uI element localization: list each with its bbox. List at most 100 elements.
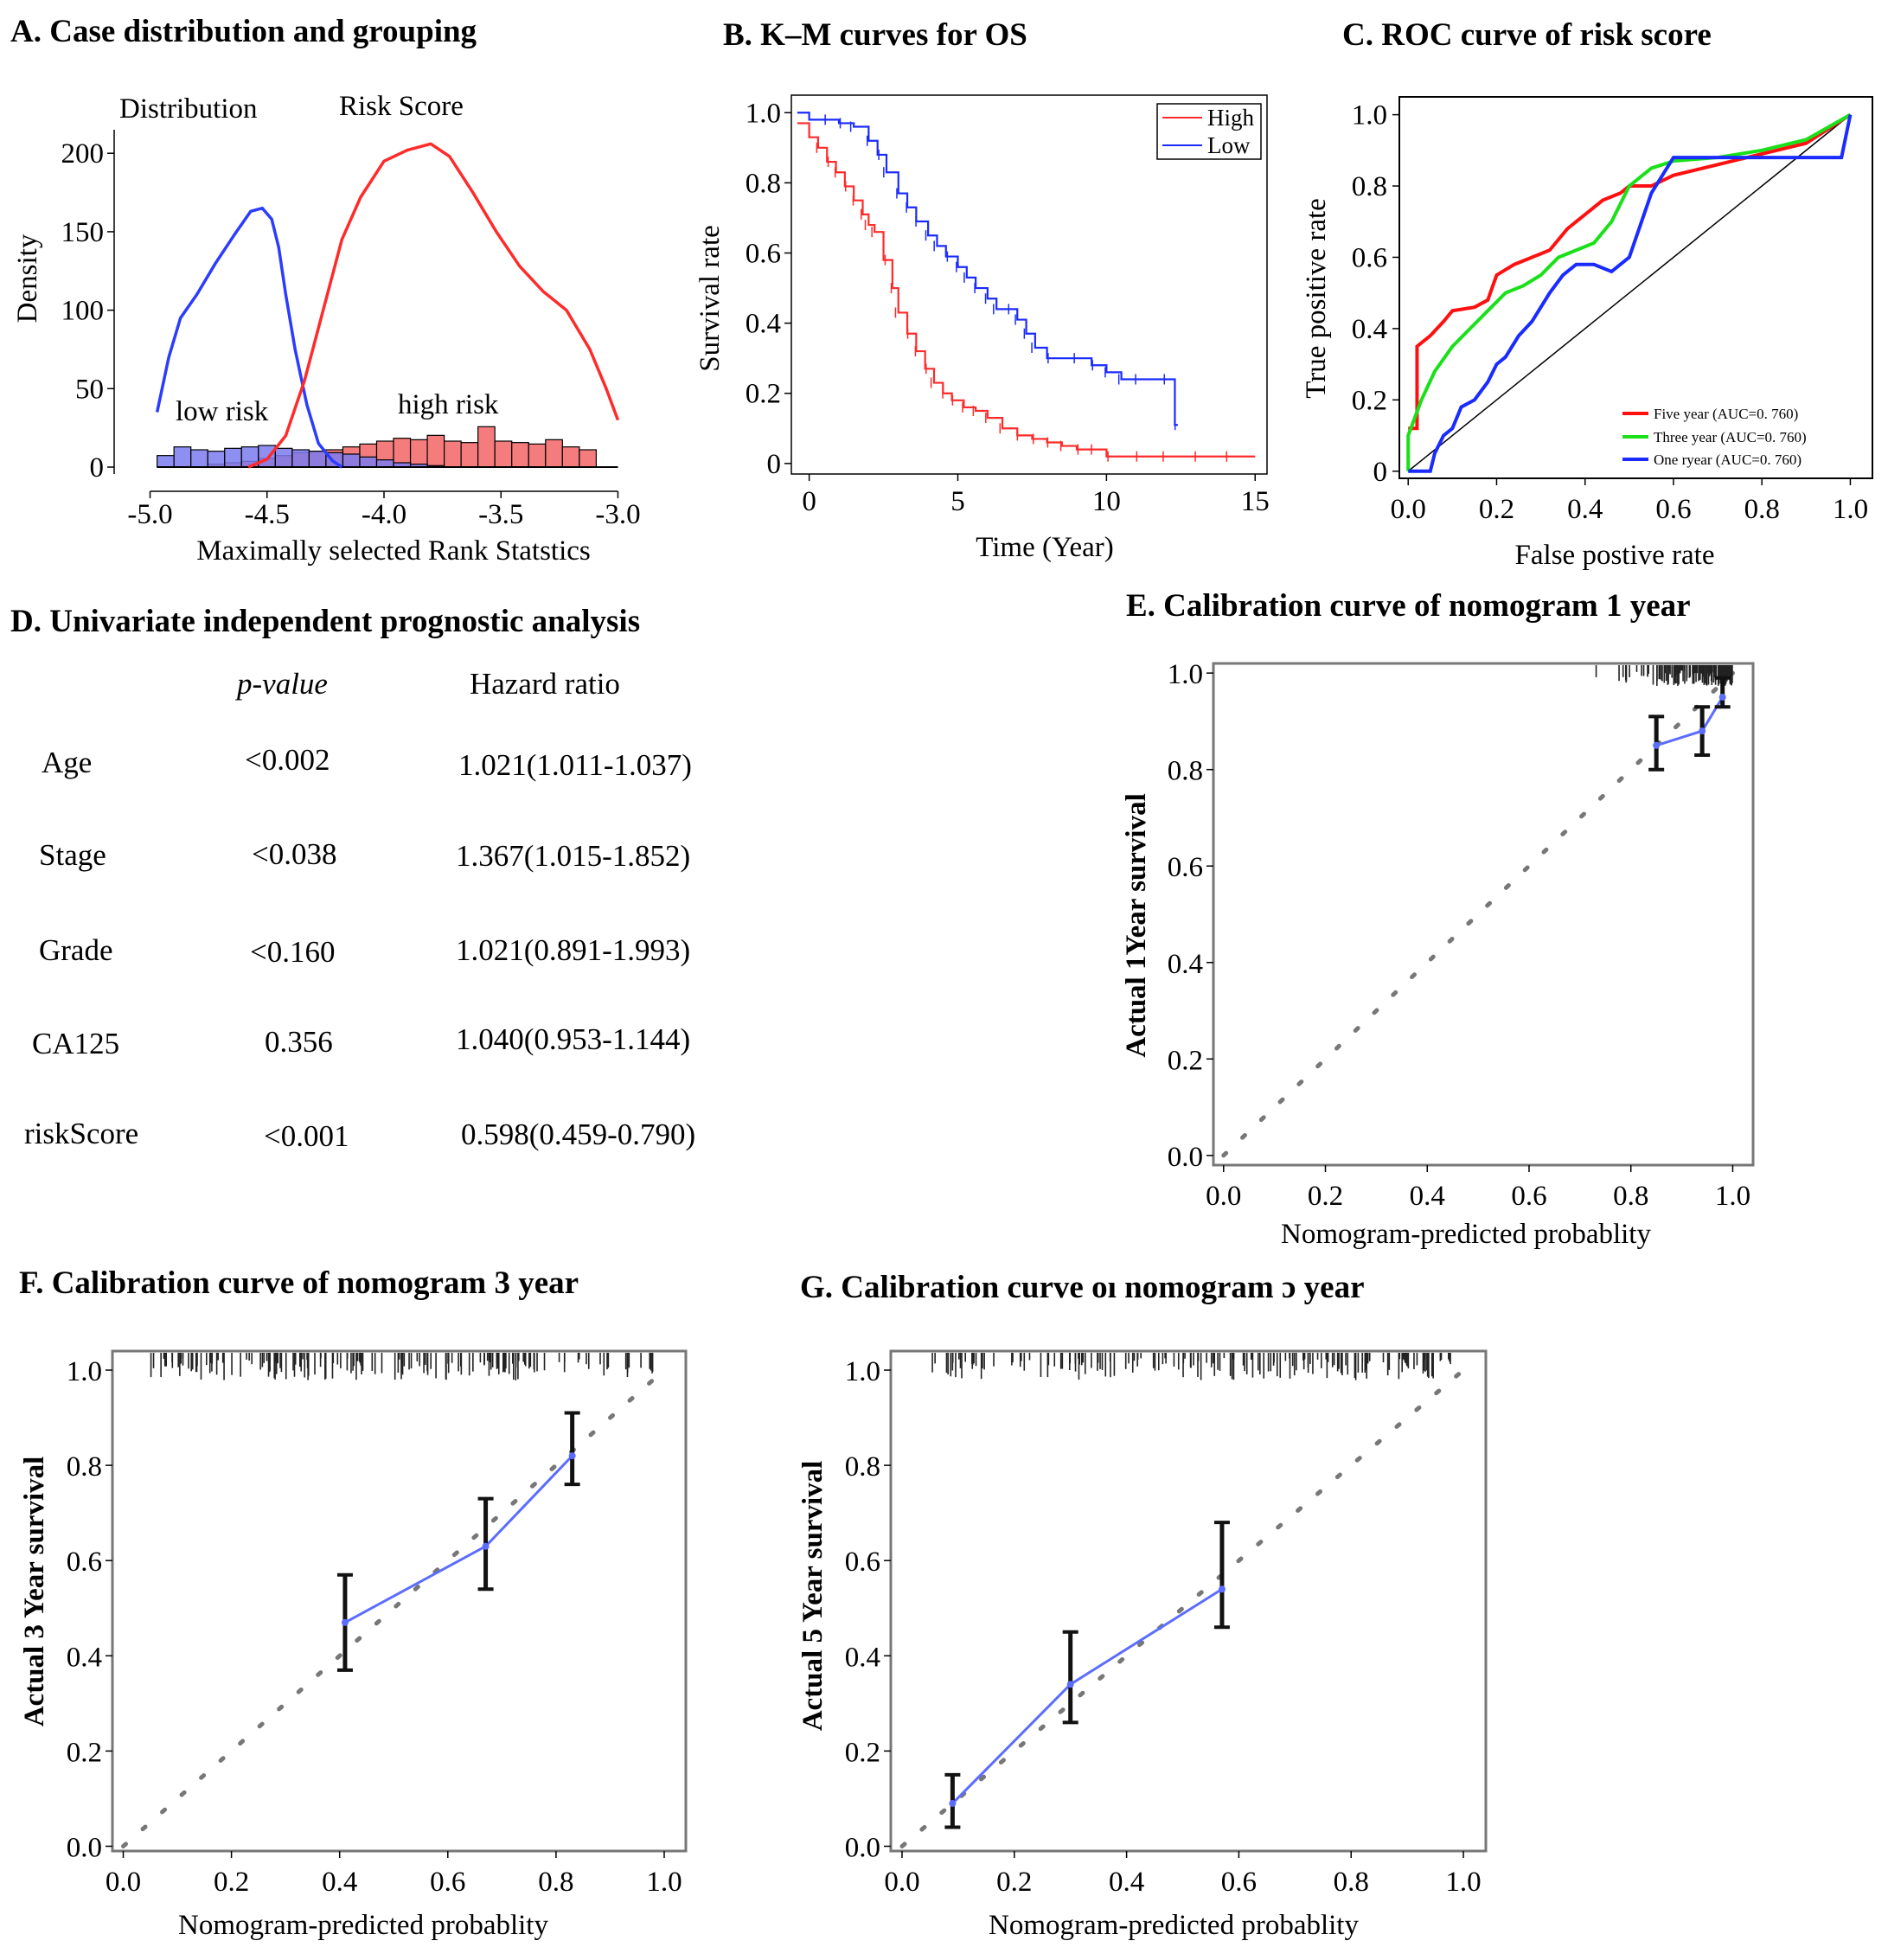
panel-c-y-tick-label: 0.6 (1352, 242, 1387, 273)
panel-a-x-label: Maximally selected Rank Statstics (196, 535, 591, 567)
panel-b-x-tick-label: 15 (1241, 486, 1270, 517)
table-row-stage-p-value: <0.038 (252, 837, 337, 871)
panel-c-x-tick-label: 0.0 (1391, 494, 1426, 525)
panel-f-y-tick-label: 0.2 (67, 1737, 102, 1768)
panel-a-hist-bar-high (579, 449, 597, 468)
panel-a-hist-bar-high (460, 442, 479, 468)
panel-g: G. Calibration curve oı nomogram ɔ year … (797, 1270, 1488, 1941)
panel-a-y-tick-label: 100 (61, 296, 105, 327)
panel-c-legend-three-year: Three year (AUC=0. 760) (1654, 429, 1807, 445)
panel-g-x-tick-label: 0.4 (1109, 1867, 1144, 1898)
panel-c-x-tick-label: 1.0 (1833, 494, 1868, 525)
panel-g-calibration-line (951, 1587, 1223, 1805)
panel-a-subtitle-risk-score: Risk Score (339, 91, 464, 122)
table-row-ca125-hazard-ratio: 1.040(0.953-1.144) (456, 1022, 690, 1056)
panel-e-plot-area: 0.0 0.2 0.4 0.6 0.8 1.0 0.0 0.2 0.4 0.6 0.8 1.0 (1168, 659, 1755, 1212)
panel-f-x-tick-label: 0.4 (322, 1867, 357, 1898)
panel-e-title: E. Calibration curve of nomogram 1 year (1126, 588, 1691, 624)
panel-a-hist-bar-low (258, 445, 276, 468)
table-row-ca125-p-value: 0.356 (265, 1025, 333, 1059)
panel-e-x-tick-label: 0.2 (1308, 1181, 1343, 1212)
panel-g-frame (889, 1349, 1488, 1853)
table-header-p-value: p-value (234, 667, 328, 701)
panel-g-ideal-line (899, 1368, 1466, 1848)
panel-f-frame (111, 1349, 688, 1853)
panel-a-title: A. Case distribution and grouping (10, 14, 477, 49)
panel-b-curve-low (797, 112, 1178, 426)
panel-a-hist-bar-low (207, 451, 226, 468)
panel-a-hist-bar-high (444, 440, 462, 468)
panel-a-density-low-risk (155, 206, 343, 469)
panel-c-y-tick-label: 0.2 (1352, 385, 1387, 416)
panel-f-ideal-line (121, 1368, 667, 1848)
panel-g-y-tick-label: 0.0 (845, 1832, 880, 1863)
panel-a-hist-bar-high (511, 442, 529, 468)
panel-e-calibration-point (1699, 727, 1706, 735)
panel-g-y-tick-label: 0.8 (845, 1451, 880, 1483)
panel-c-x-tick-label: 0.4 (1567, 494, 1603, 525)
table-row-grade-variable: Grade (39, 933, 113, 967)
panel-f-y-tick-label: 0.6 (67, 1547, 102, 1578)
table-row-ca125-variable: CA125 (32, 1027, 119, 1060)
panel-g-x-tick-label: 0.0 (884, 1867, 919, 1898)
panel-b-y-label: Survival rate (694, 225, 726, 372)
panel-c-x-tick-label: 0.8 (1744, 494, 1780, 525)
panel-a-x-tick-label: -4.5 (245, 499, 290, 530)
panel-g-calibration-point (1218, 1585, 1226, 1593)
panel-g-y-tick-label: 0.6 (845, 1547, 880, 1578)
panel-f-y-tick-label: 0.4 (67, 1642, 102, 1673)
panel-a-hist-bar-low (190, 449, 208, 468)
table-row-grade-p-value: <0.160 (250, 935, 336, 969)
panel-c-frame (1398, 96, 1873, 479)
panel-e-x-label: Nomogram-predicted probablity (1281, 1219, 1651, 1250)
panel-a-hist-bar-low (375, 459, 394, 468)
panel-b-y-tick-label: 1.0 (746, 98, 781, 129)
panel-f-y-tick-label: 1.0 (67, 1356, 102, 1387)
table-row-age-p-value: <0.002 (245, 743, 330, 777)
table-row-age-variable: Age (42, 746, 92, 779)
panel-b-plot-area: 0 0.2 0.4 0.6 0.8 1.0 0 5 10 15 (746, 94, 1270, 517)
panel-f-title: F. Calibration curve of nomogram 3 year (19, 1265, 579, 1301)
panel-e-y-tick-label: 0.8 (1168, 756, 1203, 787)
panel-b-legend-box (1156, 103, 1262, 160)
panel-a-hist-bar-high (426, 434, 445, 468)
panel-e-x-tick-label: 0.4 (1410, 1181, 1445, 1212)
panel-e: E. Calibration curve of nomogram 1 year … (1121, 588, 1755, 1250)
panel-f-plot-area: 0.0 0.2 0.4 0.6 0.8 1.0 0.0 0.2 0.4 0.6 0.8 1.0 (67, 1349, 688, 1898)
panel-g-calibration-point (1066, 1681, 1074, 1688)
panel-e-frame (1212, 662, 1755, 1167)
panel-g-x-tick-label: 0.8 (1334, 1867, 1369, 1898)
panel-f-x-tick-label: 0.0 (106, 1867, 141, 1898)
panel-f-calibration-line (344, 1455, 573, 1624)
panel-g-y-label: Actual 5 Year survival (797, 1461, 829, 1732)
panel-e-calibration-point (1653, 741, 1661, 749)
panel-g-x-tick-label: 1.0 (1445, 1867, 1481, 1898)
panel-a-hist-bar-high (545, 439, 563, 468)
panel-e-y-tick-label: 0.4 (1168, 949, 1203, 980)
panel-f-calibration-point (568, 1452, 576, 1460)
panel-a-hist-bar-low (359, 456, 378, 468)
panel-a-hist-bar-low (224, 447, 242, 468)
table-row-riskscore-hazard-ratio: 0.598(0.459-0.790) (461, 1118, 695, 1151)
panel-a-annotation-high-risk: high risk (398, 389, 499, 420)
panel-e-x-tick-label: 1.0 (1715, 1181, 1750, 1212)
panel-c-legend: Five year (AUC=0. 760) Three year (AUC=0… (1622, 406, 1807, 468)
panel-e-x-tick-label: 0.8 (1613, 1181, 1648, 1212)
table-row-grade-hazard-ratio: 1.021(0.891-1.993) (456, 933, 690, 967)
panel-c-y-tick-label: 0.8 (1352, 171, 1387, 202)
panel-a-hist-bar-high (561, 446, 580, 468)
panel-a-plot-area: 0 50 100 150 200 -5.0 -4.5 -4.0 -3.5 -3.0 (61, 130, 641, 530)
panel-b-legend: High Low (1156, 103, 1262, 160)
panel-a-hist-bar-low (291, 449, 310, 468)
panel-g-y-tick-label: 0.2 (845, 1737, 880, 1768)
table-row-stage-hazard-ratio: 1.367(1.015-1.852) (456, 839, 690, 873)
panel-a-x-tick-label: -3.5 (478, 499, 523, 530)
panel-f: F. Calibration curve of nomogram 3 year … (19, 1265, 688, 1941)
panel-c-x-label: False postive rate (1515, 540, 1715, 571)
panel-c-y-tick-label: 0.4 (1352, 314, 1387, 345)
panel-g-x-tick-label: 0.6 (1221, 1867, 1257, 1898)
panel-a-y-label: Density (12, 234, 43, 323)
panel-d-title: D. Univariate independent prognostic ana… (10, 604, 640, 639)
panel-a-y-tick-label: 0 (90, 452, 105, 484)
panel-a-subtitle-distribution: Distribution (119, 93, 258, 125)
